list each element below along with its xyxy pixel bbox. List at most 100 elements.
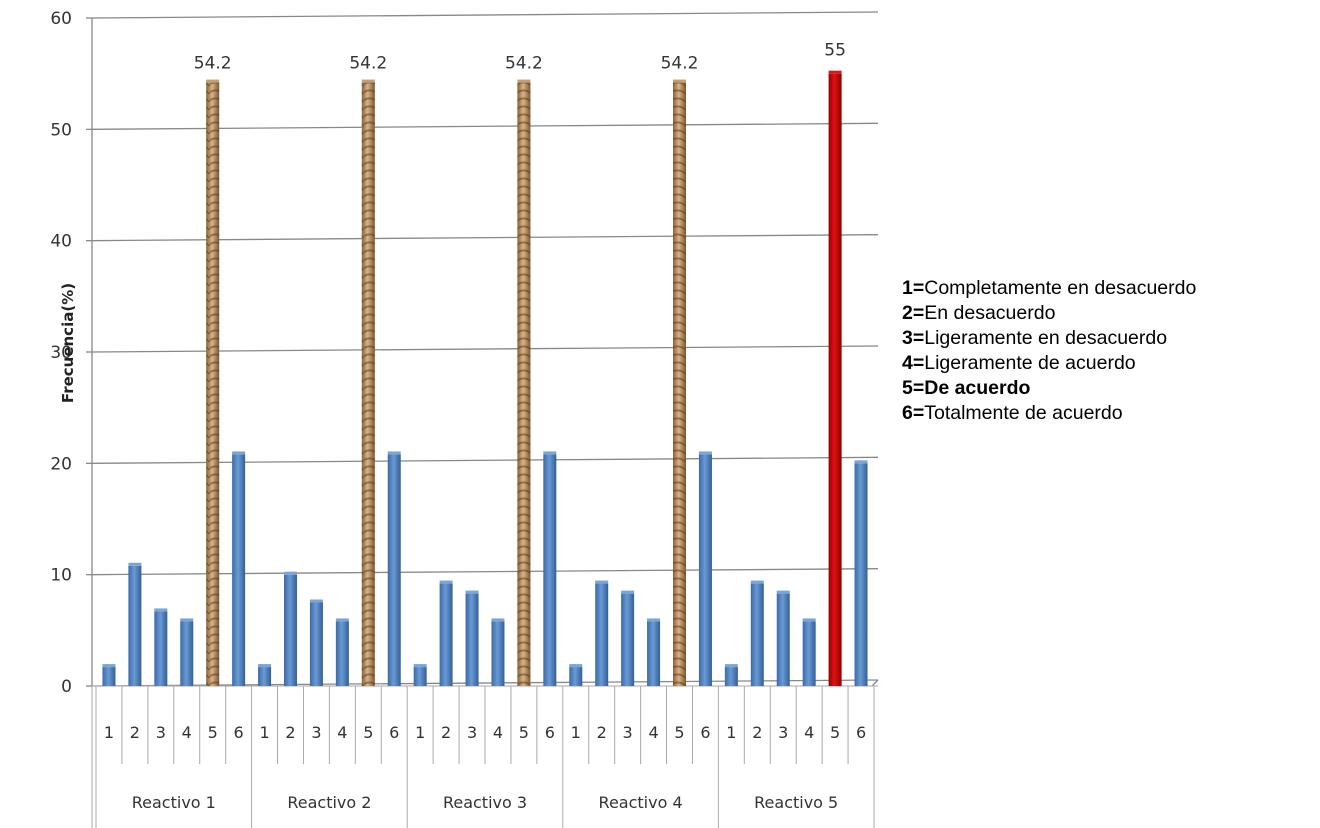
bar-top <box>647 618 661 622</box>
x-group-label: Reactivo 4 <box>599 793 683 812</box>
bar-top <box>517 79 531 83</box>
bar <box>128 565 142 686</box>
bar <box>776 593 790 686</box>
bar-top <box>361 79 375 83</box>
bar <box>335 621 349 686</box>
y-tick-label: 40 <box>50 232 72 252</box>
x-group-label: Reactivo 3 <box>443 793 527 812</box>
data-label: 54.2 <box>349 54 387 74</box>
legend-text: Ligeramente en desacuerdo <box>924 327 1168 349</box>
x-tick-label: 1 <box>726 723 736 742</box>
x-tick-label: 4 <box>648 723 658 742</box>
x-tick-label: 2 <box>597 723 607 742</box>
bar-top <box>335 618 349 622</box>
bar-top <box>258 664 272 668</box>
gridline <box>91 679 879 687</box>
bar-top <box>491 618 505 622</box>
x-tick-label: 4 <box>182 723 192 742</box>
data-label: 55 <box>824 41 846 61</box>
legend: 1=Completamente en desacuerdo 2=En desacu… <box>902 276 1196 426</box>
bar-layer <box>102 70 868 686</box>
bar-top <box>206 79 220 83</box>
bar-top <box>284 571 297 575</box>
x-tick-label: 4 <box>804 723 814 742</box>
bar-top <box>465 590 479 594</box>
bar <box>258 667 272 686</box>
y-axis-title: Frecuencia(%) <box>59 283 77 403</box>
x-tick-label: 1 <box>104 723 114 742</box>
x-tick-label: 5 <box>674 723 684 742</box>
gridline <box>91 234 879 242</box>
x-tick-label: 3 <box>156 723 166 742</box>
x-tick-label: 2 <box>130 723 140 742</box>
legend-key: 5= <box>902 377 925 399</box>
x-tick-label: 5 <box>519 723 529 742</box>
x-tick-label: 4 <box>337 723 347 742</box>
x-group-label: Reactivo 2 <box>287 793 371 812</box>
x-tick-label: 6 <box>545 723 555 742</box>
legend-text: En desacuerdo <box>924 302 1056 324</box>
bar-top <box>698 451 712 455</box>
x-tick-label: 1 <box>415 723 425 742</box>
bar-top <box>595 580 609 584</box>
bar <box>465 593 479 686</box>
bar <box>750 583 764 686</box>
legend-text: Ligeramente de acuerdo <box>924 352 1136 374</box>
x-tick-label: 3 <box>311 723 321 742</box>
bar <box>491 621 505 686</box>
grid-layer <box>91 11 879 687</box>
x-tick-label: 1 <box>571 723 581 742</box>
bar-top <box>128 562 142 566</box>
bar <box>413 667 427 686</box>
bar-top <box>387 451 401 455</box>
y-tick-label: 0 <box>61 677 72 697</box>
bar-top <box>413 664 427 668</box>
bar <box>180 621 194 686</box>
bar-top <box>724 664 738 668</box>
x-tick-label: 3 <box>778 723 788 742</box>
bar <box>621 593 635 686</box>
bar <box>232 454 246 686</box>
legend-entry: 6=Totalmente de acuerdo <box>902 401 1196 426</box>
x-tick-label: 2 <box>752 723 762 742</box>
bar-top <box>102 664 116 668</box>
gridline <box>91 122 879 130</box>
data-label: 54.2 <box>194 54 232 74</box>
gridline <box>91 456 879 464</box>
x-tick-label: 6 <box>856 723 866 742</box>
x-tick-label: 3 <box>623 723 633 742</box>
y-tick-label: 30 <box>50 343 72 363</box>
legend-key: 6= <box>902 402 925 424</box>
bar-top <box>776 590 790 594</box>
bar-top <box>309 599 323 603</box>
x-tick-label: 2 <box>285 723 295 742</box>
bar <box>543 454 557 686</box>
data-label: 54.2 <box>505 54 543 74</box>
bar <box>828 73 842 686</box>
y-tick-label: 50 <box>50 120 72 140</box>
x-tick-label: 6 <box>700 723 710 742</box>
bar <box>309 602 323 686</box>
legend-key: 1= <box>902 277 925 299</box>
bar-top <box>569 664 583 668</box>
gridline <box>91 568 879 576</box>
bar-top <box>439 580 453 584</box>
x-tick-label: 5 <box>363 723 373 742</box>
gridline <box>91 345 879 353</box>
legend-text: De acuerdo <box>924 377 1031 399</box>
y-tick-label: 10 <box>50 566 72 586</box>
legend-key: 3= <box>902 327 925 349</box>
legend-entry: 1=Completamente en desacuerdo <box>902 276 1196 301</box>
bar-top <box>828 70 842 74</box>
bar <box>698 454 712 686</box>
x-group-label: Reactivo 1 <box>132 793 216 812</box>
axis-layer: 0 10 20 30 40 50 60 <box>50 9 879 828</box>
bar-top <box>750 580 764 584</box>
bar <box>647 621 661 686</box>
bar-texture <box>673 82 686 686</box>
y-tick-label: 60 <box>50 9 72 29</box>
y-tick-label: 20 <box>50 454 72 474</box>
bar-top <box>673 79 686 83</box>
